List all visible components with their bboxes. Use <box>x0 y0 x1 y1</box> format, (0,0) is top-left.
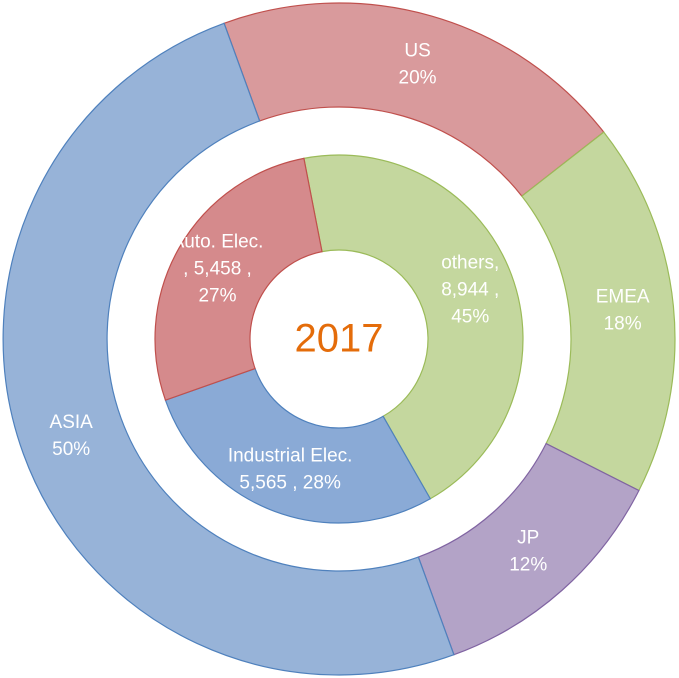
slice-label: , 5,458 , <box>183 258 252 279</box>
center-label: 2017 <box>295 317 384 361</box>
slice-label: 12% <box>509 555 547 576</box>
donut-slice <box>2 22 455 676</box>
slice-label: others, <box>441 252 499 273</box>
slice-label: US <box>404 41 430 62</box>
slice-label: 20% <box>399 68 437 89</box>
slice-label: 5,565 , 28% <box>239 473 341 494</box>
slice-label: 50% <box>52 439 90 460</box>
slice-label: 27% <box>198 285 236 306</box>
slice-label: Industrial Elec. <box>228 446 353 467</box>
slice-label: JP <box>517 528 539 549</box>
donut-slice <box>154 157 323 401</box>
slice-label: 45% <box>451 306 489 327</box>
slice-label: 8,944 , <box>441 279 499 300</box>
donut-slice <box>223 2 605 198</box>
donut-slice <box>164 367 432 524</box>
slice-label: Auto. Elec. <box>172 231 264 252</box>
slice-label: EMEA <box>596 287 650 308</box>
slice-label: ASIA <box>50 412 94 433</box>
donut-slice <box>520 131 676 492</box>
donut-slice <box>303 154 524 500</box>
slice-label: 18% <box>604 314 642 335</box>
